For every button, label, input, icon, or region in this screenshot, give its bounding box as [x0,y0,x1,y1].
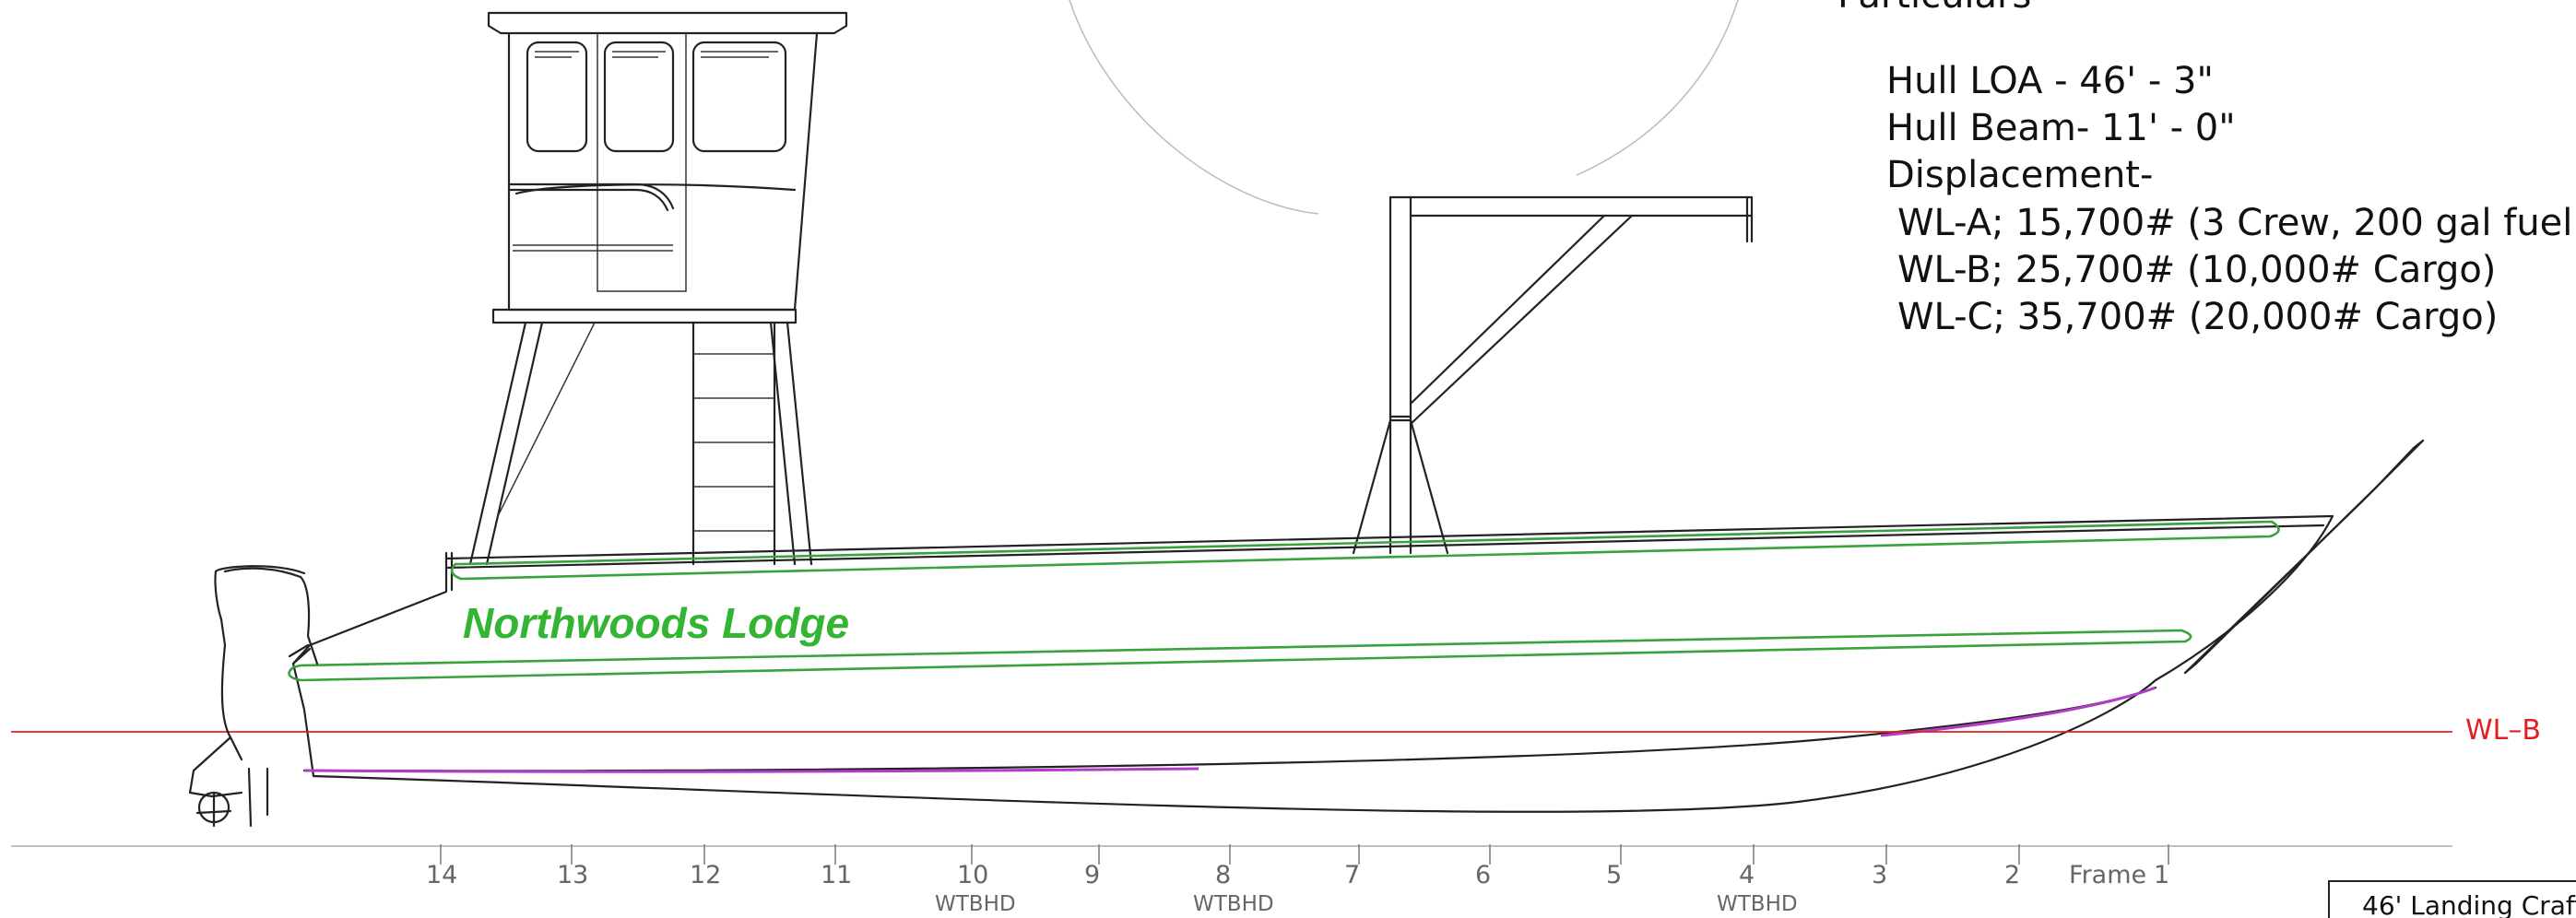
tower-platform [491,308,798,324]
frame-label-9: 9 [1084,861,1100,889]
particulars-block: Particulars Hull LOA - 46' - 3" Hull Bea… [1837,0,2572,338]
chine-highlight [303,686,2157,773]
particulars-line-wl-b: WL-B; 25,700# (10,000# Cargo) [1897,249,2496,291]
particulars-heading: Particulars [1837,0,2031,17]
waterline-label: WL–B [2465,714,2541,747]
frame-label-4: 4 [1739,861,1755,889]
title-block: 46' Landing Craft [2328,880,2576,918]
deck-crane [1352,195,1754,555]
frame-label-1: 1 [2154,861,2169,889]
outboard-motor [188,565,319,828]
bulkhead-label-frame-4: WTBHD [1717,892,1798,916]
window-center [603,41,675,153]
hull [291,439,2425,813]
frame-label-10: 10 [957,861,988,889]
hull-lettering: Northwoods Lodge [463,599,849,647]
title-block-text: 46' Landing Craft [2362,890,2576,918]
window-right [691,41,787,153]
pilothouse-tower [468,11,848,566]
frame-label-2: 2 [2004,861,2020,889]
frame-label-5: 5 [1606,861,1622,889]
frame-stations: 14 13 12 11 10 WTBHD 9 8 WTBHD 7 6 5 4 WTBHD 3 2 1 Frame [426,844,2169,916]
frame-label-3: 3 [1872,861,1887,889]
frame-label-11: 11 [821,861,852,889]
background-arc [1069,0,1739,215]
particulars-line-wl-c: WL-C; 35,700# (20,000# Cargo) [1897,296,2498,338]
frame-label-8: 8 [1215,861,1231,889]
frame-label-13: 13 [557,861,588,889]
particulars-line-loa: Hull LOA - 46' - 3" [1886,60,2214,102]
frame-label-7: 7 [1344,861,1360,889]
bulkhead-label-frame-10: WTBHD [935,892,1016,916]
bulkhead-label-frame-8: WTBHD [1193,892,1274,916]
frame-label-12: 12 [690,861,721,889]
sheer-stripes [288,520,2280,682]
window-left [526,41,588,153]
particulars-line-wl-a: WL-A; 15,700# (3 Crew, 200 gal fuel [1897,202,2572,244]
frame-word-label: Frame [2069,861,2146,889]
particulars-line-beam: Hull Beam- 11' - 0" [1886,107,2236,149]
particulars-line-displacement: Displacement- [1886,154,2153,196]
frame-label-14: 14 [426,861,457,889]
frame-label-6: 6 [1475,861,1491,889]
